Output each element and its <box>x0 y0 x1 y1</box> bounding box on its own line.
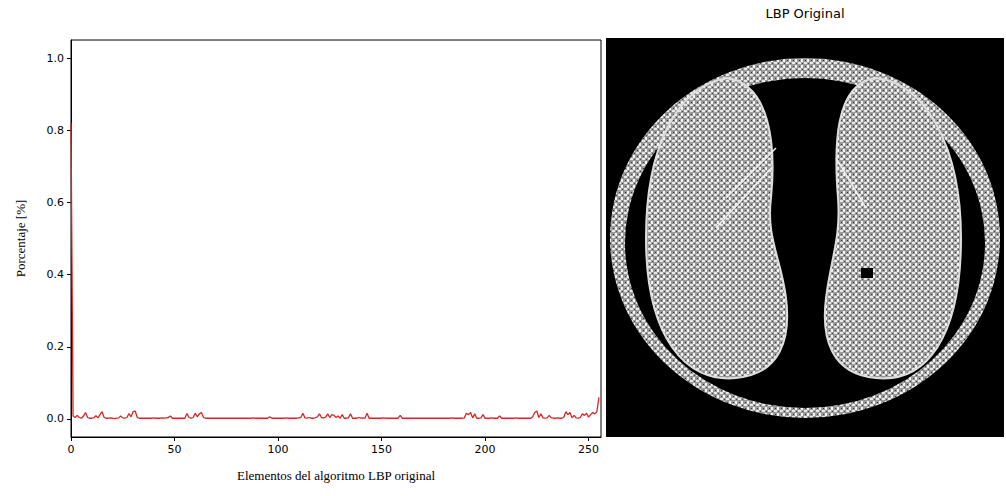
svg-text:0.4: 0.4 <box>47 268 65 281</box>
svg-text:0: 0 <box>68 443 75 456</box>
svg-text:Elementos del algoritmo LBP or: Elementos del algoritmo LBP original <box>237 468 435 483</box>
svg-text:0.0: 0.0 <box>47 412 65 425</box>
svg-text:0.2: 0.2 <box>47 340 65 353</box>
svg-text:1.0: 1.0 <box>47 52 65 65</box>
html-text:LBP Original: LBP Original <box>765 6 845 21</box>
svg-text:0.6: 0.6 <box>47 196 65 209</box>
svg-text:50: 50 <box>168 443 182 456</box>
svg-text:200: 200 <box>475 443 496 456</box>
svg-text:0.8: 0.8 <box>47 124 65 137</box>
svg-text:150: 150 <box>371 443 392 456</box>
svg-text:Porcentaje [%]: Porcentaje [%] <box>13 200 28 278</box>
svg-text:100: 100 <box>268 443 289 456</box>
svg-text:250: 250 <box>578 443 599 456</box>
